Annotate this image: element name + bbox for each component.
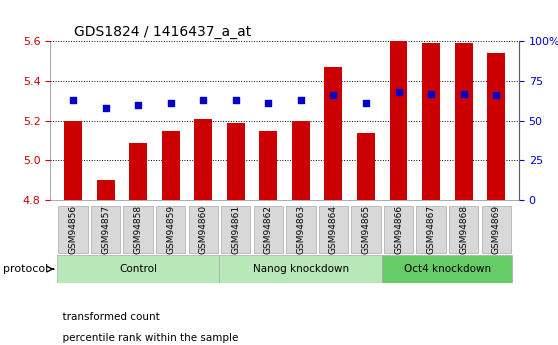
FancyBboxPatch shape	[91, 206, 120, 253]
Point	[329, 92, 338, 98]
Bar	[64, 121, 82, 200]
Bar	[357, 133, 375, 200]
Text: Control: Control	[119, 264, 157, 274]
Point	[199, 97, 208, 103]
Text: GSM94858: GSM94858	[133, 205, 143, 254]
Text: Oct4 knockdown: Oct4 knockdown	[404, 264, 491, 274]
FancyBboxPatch shape	[416, 206, 446, 253]
Bar	[219, 255, 382, 283]
Bar	[97, 180, 114, 200]
FancyBboxPatch shape	[254, 206, 283, 253]
Text: GSM94859: GSM94859	[166, 205, 175, 254]
Text: GSM94868: GSM94868	[459, 205, 468, 254]
Text: GSM94866: GSM94866	[394, 205, 403, 254]
Text: GSM94864: GSM94864	[329, 205, 338, 254]
Text: GSM94856: GSM94856	[69, 205, 78, 254]
Point	[394, 89, 403, 95]
Bar	[129, 142, 147, 200]
Text: GSM94861: GSM94861	[231, 205, 240, 254]
Point	[134, 102, 143, 108]
Text: GSM94865: GSM94865	[362, 205, 371, 254]
Bar	[487, 53, 505, 200]
FancyBboxPatch shape	[59, 206, 88, 253]
Point	[492, 92, 501, 98]
FancyBboxPatch shape	[352, 206, 381, 253]
FancyBboxPatch shape	[123, 206, 153, 253]
Point	[69, 97, 78, 103]
Text: GSM94867: GSM94867	[426, 205, 436, 254]
Text: GDS1824 / 1416437_a_at: GDS1824 / 1416437_a_at	[74, 25, 251, 39]
Bar	[227, 123, 245, 200]
FancyBboxPatch shape	[156, 206, 185, 253]
Point	[427, 91, 436, 97]
Text: GSM94857: GSM94857	[101, 205, 110, 254]
Text: GSM94862: GSM94862	[264, 205, 273, 254]
Text: GSM94869: GSM94869	[492, 205, 501, 254]
Point	[232, 97, 240, 103]
FancyBboxPatch shape	[384, 206, 413, 253]
FancyBboxPatch shape	[286, 206, 315, 253]
Bar	[324, 67, 343, 200]
Point	[264, 100, 273, 106]
FancyBboxPatch shape	[189, 206, 218, 253]
Point	[362, 100, 371, 106]
Point	[101, 105, 110, 111]
Bar	[194, 119, 212, 200]
Text: GSM94860: GSM94860	[199, 205, 208, 254]
Bar	[422, 43, 440, 200]
FancyBboxPatch shape	[221, 206, 251, 253]
Bar	[57, 255, 219, 283]
Text: percentile rank within the sample: percentile rank within the sample	[56, 333, 238, 343]
Point	[166, 100, 175, 106]
FancyBboxPatch shape	[449, 206, 478, 253]
Text: Nanog knockdown: Nanog knockdown	[253, 264, 349, 274]
Bar	[292, 121, 310, 200]
Bar	[382, 255, 512, 283]
Bar	[389, 41, 407, 200]
Point	[459, 91, 468, 97]
Bar	[162, 131, 180, 200]
Text: GSM94863: GSM94863	[296, 205, 305, 254]
Text: transformed count: transformed count	[56, 313, 160, 322]
Bar	[455, 43, 473, 200]
FancyBboxPatch shape	[319, 206, 348, 253]
Bar	[259, 131, 277, 200]
Text: protocol: protocol	[3, 264, 48, 274]
FancyBboxPatch shape	[482, 206, 511, 253]
Point	[296, 97, 305, 103]
